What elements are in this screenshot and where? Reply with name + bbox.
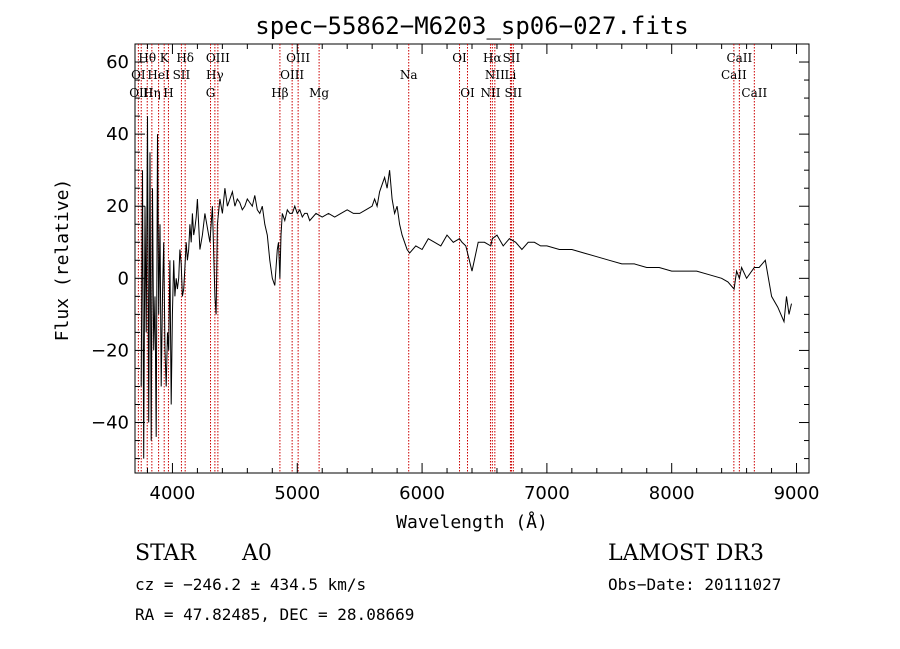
line-marker-label: Mg [309, 86, 329, 100]
line-marker-label: Na [400, 68, 418, 82]
line-marker-label: SII [503, 51, 521, 65]
x-tick-label: 8000 [649, 483, 695, 504]
line-marker-label: OI [131, 68, 146, 82]
line-marker-label: G [206, 86, 216, 100]
line-marker-label: NII [480, 86, 500, 100]
line-marker-label: K [160, 51, 170, 65]
line-marker-label: OIII [129, 86, 153, 100]
plot-frame [134, 43, 810, 474]
line-marker-label: CaII [741, 86, 767, 100]
line-marker-label: Hγ [206, 68, 224, 82]
x-tick-label: 7000 [524, 483, 570, 504]
x-axis-label: Wavelength (Å) [396, 511, 548, 533]
line-marker-label: OIII [280, 68, 304, 82]
object-class: STAR [135, 541, 197, 566]
axis-tick-labels: 4000 5000 6000 7000 8000 9000 −40 −20 0 20 40 60 [91, 52, 819, 504]
line-marker-label: Hβ [271, 86, 288, 100]
line-marker-label: Li [505, 68, 517, 82]
line-marker-label: Hδ [176, 51, 194, 65]
line-marker-group [137, 44, 755, 473]
y-tick-label: 0 [118, 268, 129, 289]
line-marker-label: OI [452, 51, 467, 65]
coordinates: RA = 47.82485, DEC = 28.08669 [135, 605, 414, 624]
y-tick-label: −40 [91, 413, 129, 434]
line-marker-label: SII [173, 68, 191, 82]
object-subclass: A0 [241, 541, 272, 566]
line-marker-label: SII [504, 86, 522, 100]
y-tick-label: 60 [106, 52, 129, 73]
survey-name: LAMOST DR3 [608, 541, 764, 566]
x-tick-label: 5000 [274, 483, 320, 504]
y-tick-label: 40 [106, 124, 129, 145]
line-marker-label: NII [485, 68, 505, 82]
line-marker-label: H [163, 86, 173, 100]
line-marker-label: CaII [721, 68, 747, 82]
line-marker-label: Hθ [138, 51, 156, 65]
line-marker-label: Hα [483, 51, 502, 65]
axis-ticks [135, 44, 809, 473]
redshift-velocity: cz = −246.2 ± 434.5 km/s [135, 575, 366, 594]
line-marker-label: HeI [147, 68, 170, 82]
observation-date: Obs−Date: 20111027 [608, 575, 781, 594]
x-tick-label: 9000 [774, 483, 820, 504]
chart-title: spec−55862−M6203_sp06−027.fits [255, 12, 688, 40]
line-marker-label: OIII [286, 51, 310, 65]
y-tick-label: 20 [106, 196, 129, 217]
spectrum-series-line [140, 116, 792, 459]
line-marker-label: CaII [726, 51, 752, 65]
x-tick-label: 4000 [150, 483, 196, 504]
line-marker-label: OI [460, 86, 475, 100]
x-tick-label: 6000 [399, 483, 445, 504]
y-tick-label: −20 [91, 340, 129, 361]
line-marker-label: OIII [206, 51, 230, 65]
line-marker-label: Hη [143, 86, 161, 100]
y-axis-label: Flux (relative) [52, 179, 73, 342]
